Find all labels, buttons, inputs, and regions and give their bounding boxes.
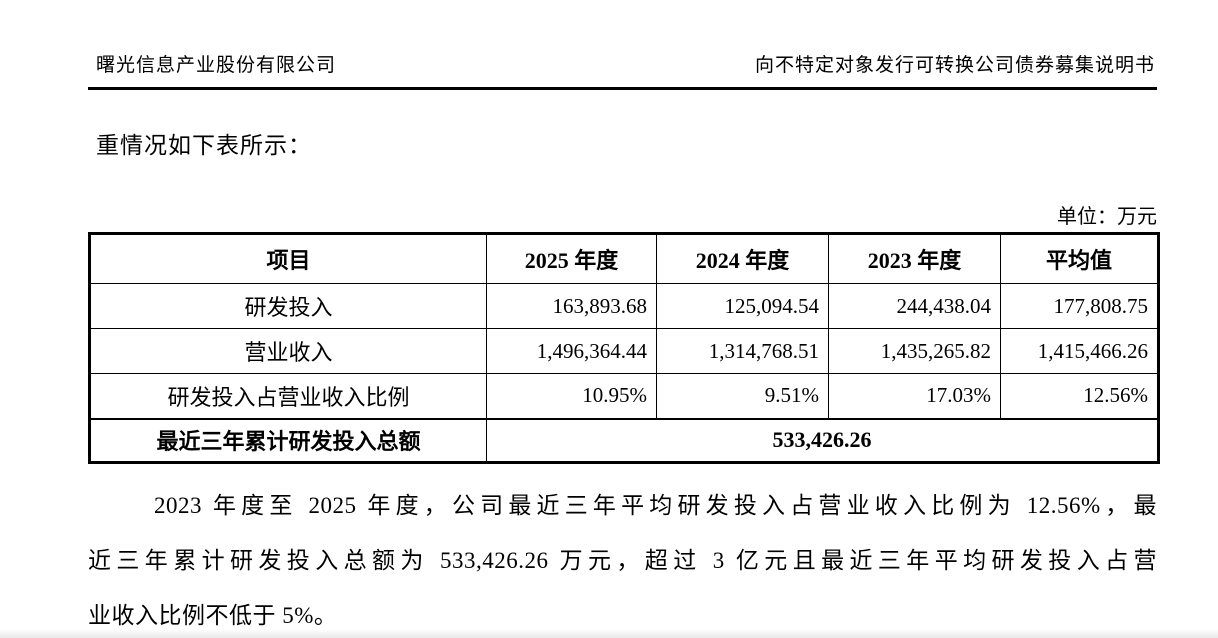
row-label: 研发投入 xyxy=(89,283,487,329)
column-header-average: 平均值 xyxy=(1000,233,1159,284)
page-header: 曙光信息产业股份有限公司 向不特定对象发行可转换公司债券募集说明书 xyxy=(88,50,1157,90)
document-title: 向不特定对象发行可转换公司债券募集说明书 xyxy=(754,55,1155,76)
table-cell: 12.56% xyxy=(1000,373,1159,419)
table-row-operating-revenue: 营业收入 1,496,364.44 1,314,768.51 1,435,265… xyxy=(89,328,1159,374)
column-header-2024: 2024 年度 xyxy=(656,233,829,284)
table-cell: 125,094.54 xyxy=(656,283,829,329)
column-header-2025: 2025 年度 xyxy=(486,233,657,284)
table-row-three-year-total: 最近三年累计研发投入总额 533,426.26 xyxy=(89,417,1159,463)
table-cell: 10.95% xyxy=(486,373,657,419)
paragraph-line: 近三年累计研发投入总额为 533,426.26 万元，超过 3 亿元且最近三年平… xyxy=(88,548,1157,573)
page-bottom-edge xyxy=(0,629,1218,638)
intro-text: 重情况如下表所示： xyxy=(96,133,312,158)
row-label: 营业收入 xyxy=(89,328,487,374)
total-row-value: 533,426.26 xyxy=(486,417,1159,463)
paragraph-line: 业收入比例不低于 5%。 xyxy=(88,603,338,628)
table-row-rnd-ratio: 研发投入占营业收入比例 10.95% 9.51% 17.03% 12.56% xyxy=(89,373,1159,419)
table-header-row: 项目 2025 年度 2024 年度 2023 年度 平均值 xyxy=(89,233,1159,284)
rnd-investment-table: 项目 2025 年度 2024 年度 2023 年度 平均值 研发投入 163,… xyxy=(88,232,1160,464)
table-cell: 1,415,466.26 xyxy=(1000,328,1159,374)
row-label: 研发投入占营业收入比例 xyxy=(89,373,487,419)
total-row-label: 最近三年累计研发投入总额 xyxy=(89,417,487,463)
column-header-item: 项目 xyxy=(89,233,487,284)
table-cell: 244,438.04 xyxy=(828,283,1001,329)
table-cell: 177,808.75 xyxy=(1000,283,1159,329)
table-cell: 9.51% xyxy=(656,373,829,419)
table-cell: 17.03% xyxy=(828,373,1001,419)
table-cell: 1,496,364.44 xyxy=(486,328,657,374)
column-header-2023: 2023 年度 xyxy=(828,233,1001,284)
body-paragraph: 2023 年度至 2025 年度，公司最近三年平均研发投入占营业收入比例为 12… xyxy=(88,478,1157,638)
paragraph-line: 2023 年度至 2025 年度，公司最近三年平均研发投入占营业收入比例为 12… xyxy=(154,493,1157,518)
unit-label: 单位：万元 xyxy=(1057,206,1157,228)
company-name: 曙光信息产业股份有限公司 xyxy=(96,55,337,76)
table-cell: 163,893.68 xyxy=(486,283,657,329)
table-row-rnd-investment: 研发投入 163,893.68 125,094.54 244,438.04 17… xyxy=(89,283,1159,329)
table-cell: 1,435,265.82 xyxy=(828,328,1001,374)
table-cell: 1,314,768.51 xyxy=(656,328,829,374)
